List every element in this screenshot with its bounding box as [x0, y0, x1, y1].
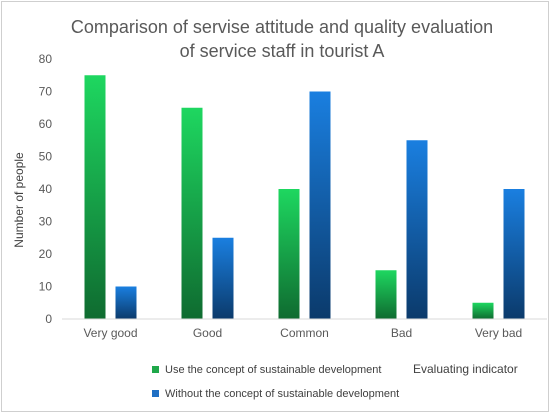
bar-series-2-common [309, 91, 331, 319]
bar-series-2-bad [406, 140, 428, 319]
x-category-label: Bad [391, 326, 412, 340]
x-axis-label: Evaluating indicator [413, 362, 518, 376]
bar-series-1-good [181, 107, 203, 319]
legend-label-series-1: Use the concept of sustainable developme… [165, 364, 381, 376]
bar-series-1-very-bad [472, 302, 494, 319]
legend-label-series-2: Without the concept of sustainable devel… [165, 388, 399, 400]
x-axis-categories: Very good Good Common Bad Very bad [83, 326, 522, 340]
bar-series-1-bad [375, 270, 397, 319]
chart-title-line-1: Comparison of servise attitude and quali… [71, 17, 493, 37]
legend-swatch-series-1 [152, 366, 159, 373]
y-tick-label: 40 [39, 182, 53, 196]
y-tick-label: 30 [39, 215, 53, 229]
y-tick-label: 60 [39, 117, 53, 131]
x-category-label: Very bad [475, 326, 522, 340]
x-category-label: Good [193, 326, 222, 340]
y-tick-label: 50 [39, 150, 53, 164]
y-tick-label: 10 [39, 280, 53, 294]
y-tick-label: 70 [39, 85, 53, 99]
chart-title-line-2: of service staff in tourist A [180, 41, 385, 61]
bar-series-1-common [278, 189, 300, 319]
y-axis-label: Number of people [12, 152, 26, 248]
y-tick-label: 0 [45, 312, 52, 326]
x-category-label: Very good [83, 326, 137, 340]
bar-series-2-good [212, 237, 234, 319]
bars [84, 75, 525, 319]
bar-series-1-very-good [84, 75, 106, 319]
legend-swatch-series-2 [152, 390, 159, 397]
x-category-label: Common [280, 326, 329, 340]
y-tick-label: 80 [39, 52, 53, 66]
y-tick-label: 20 [39, 247, 53, 261]
bar-series-2-very-bad [503, 189, 525, 319]
y-axis-ticks: 0 10 20 30 40 50 60 70 80 [39, 52, 53, 326]
bar-series-2-very-good [115, 286, 137, 319]
